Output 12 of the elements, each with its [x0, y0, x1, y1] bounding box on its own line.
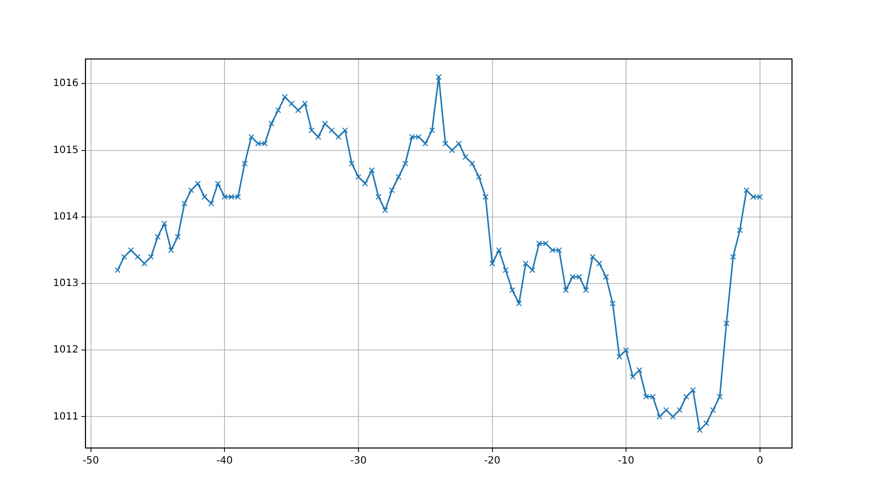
x-tick-label: -20 [484, 456, 500, 467]
x-tick-label: -40 [216, 456, 233, 467]
x-tick-label: -50 [82, 456, 99, 467]
x-tick-label: -10 [618, 456, 634, 467]
y-tick-label: 1015 [52, 144, 78, 156]
y-tick-label: 1012 [52, 344, 78, 356]
y-tick-label: 1011 [52, 411, 78, 422]
x-tick-label: 0 [756, 456, 764, 467]
x-tick-label: -30 [350, 456, 367, 467]
y-tick-label: 1013 [52, 278, 78, 290]
y-tick-label: 1016 [52, 78, 78, 90]
y-tick-label: 1014 [52, 211, 78, 222]
